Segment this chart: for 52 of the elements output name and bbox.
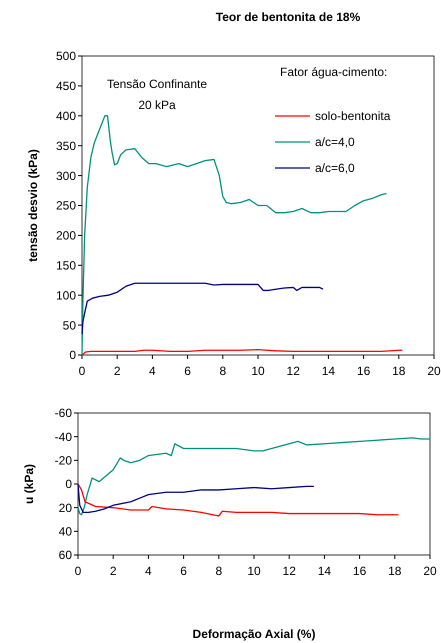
- legend-label: a/c=4,0: [315, 135, 356, 150]
- x-tick-label: 6: [184, 364, 192, 378]
- y-tick-label: 40: [58, 524, 72, 539]
- legend-title: Fator água-cimento:: [280, 65, 388, 79]
- y-tick-label: 450: [56, 79, 76, 94]
- x-tick-label: 20: [423, 564, 437, 578]
- x-tick-label: 14: [322, 364, 336, 378]
- x-tick-label: 2: [114, 364, 121, 378]
- y-tick-label: 400: [56, 109, 76, 123]
- x-tick-label: 14: [318, 564, 332, 578]
- x-tick-label: 20: [427, 364, 441, 378]
- y-tick-label: 200: [56, 228, 76, 243]
- legend-label: a/c=6,0: [315, 161, 356, 176]
- line-series: [81, 282, 324, 335]
- y-tick-label: -60: [54, 406, 72, 420]
- x-tick-label: 10: [247, 564, 261, 578]
- x-tick-label: 6: [180, 564, 188, 578]
- line-series: [77, 483, 314, 514]
- annotation: Tensão Confinante 20 kPa: [106, 77, 208, 112]
- y-tick-label: 250: [56, 198, 76, 213]
- y-tick-label: -20: [54, 454, 72, 468]
- x-tick-label: 16: [356, 364, 371, 378]
- x-tick-label: 18: [392, 364, 406, 378]
- x-tick-label: 10: [251, 364, 265, 378]
- x-tick-label: 8: [219, 364, 226, 378]
- x-tick-label: 12: [282, 564, 296, 578]
- chart-title: Teor de bentonita de 18%: [216, 10, 361, 24]
- y-tick-label: 150: [56, 258, 76, 272]
- x-tick-label: 4: [145, 564, 152, 578]
- y-tick-label: 0: [69, 348, 76, 362]
- x-tick-label: 8: [215, 564, 222, 578]
- x-axis-title: Deformação Axial (%): [192, 627, 316, 641]
- y-axis-title: tensão desvio (kPa): [26, 149, 40, 262]
- line-series: [77, 437, 431, 516]
- x-tick-label: 2: [110, 564, 117, 578]
- x-tick-label: 16: [352, 564, 367, 578]
- x-tick-label: 18: [388, 564, 402, 578]
- y-axis-title: u (kPa): [22, 464, 36, 504]
- y-tick-label: 60: [58, 548, 72, 562]
- y-tick-label: 500: [56, 49, 76, 64]
- x-tick-label: 12: [286, 364, 300, 378]
- y-tick-label: 0: [65, 477, 72, 492]
- y-tick-label: 350: [56, 138, 76, 153]
- x-tick-label: 4: [149, 364, 156, 378]
- y-tick-label: 300: [56, 168, 76, 183]
- y-tick-label: -40: [54, 430, 72, 444]
- line-series: [77, 483, 399, 517]
- x-tick-label: 0: [78, 364, 86, 378]
- y-tick-label: 100: [56, 288, 76, 302]
- legend-label: solo-bentonita: [315, 109, 391, 124]
- y-tick-label: 20: [58, 500, 72, 515]
- y-tick-label: 50: [62, 318, 76, 332]
